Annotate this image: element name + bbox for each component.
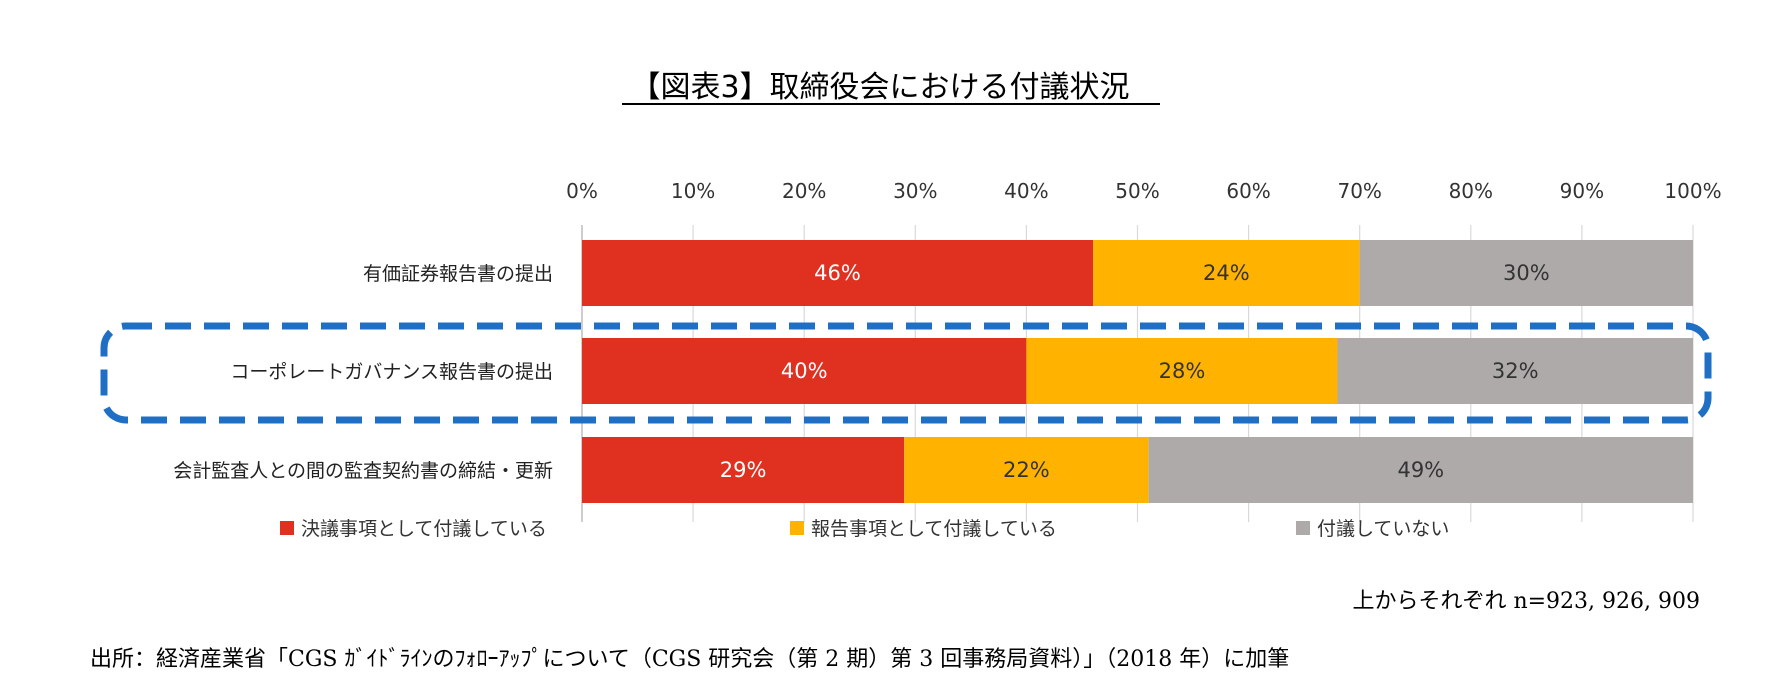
- bar-segment: [904, 437, 1149, 503]
- legend-label: 決議事項として付議している: [301, 518, 547, 540]
- x-tick-label: 60%: [1226, 179, 1270, 203]
- x-tick-label: 50%: [1115, 179, 1159, 203]
- bar-segment: [1093, 240, 1360, 306]
- bar-segment: [1359, 240, 1693, 306]
- highlight-box: [100, 322, 1712, 424]
- legend-swatch: [280, 521, 294, 535]
- category-label: 有価証券報告書の提出: [363, 263, 553, 285]
- bar-data-label: 28%: [1159, 359, 1206, 383]
- x-tick-label: 70%: [1337, 179, 1381, 203]
- x-tick-label: 80%: [1449, 179, 1493, 203]
- bar-data-label: 22%: [1003, 458, 1050, 482]
- x-tick-label: 20%: [782, 179, 826, 203]
- bar-segment: [1148, 437, 1693, 503]
- bar-segment: [1026, 338, 1338, 404]
- source-note: 出所：経済産業省「CGS ｶﾞｲﾄﾞﾗｲﾝのﾌｫﾛｰｱｯﾌﾟについて（CGS 研…: [90, 647, 1289, 672]
- legend-swatch: [790, 521, 804, 535]
- bar-segment: [582, 240, 1094, 306]
- x-tick-label: 90%: [1560, 179, 1604, 203]
- chart-title: 【図表3】取締役会における付議状況: [630, 70, 1129, 105]
- bar-data-label: 32%: [1492, 359, 1539, 383]
- category-label: 会計監査人との間の監査契約書の締結・更新: [173, 460, 553, 482]
- x-tick-label: 100%: [1664, 179, 1721, 203]
- legend-swatch: [1296, 521, 1310, 535]
- x-tick-label: 30%: [893, 179, 937, 203]
- bar-segment: [1337, 338, 1693, 404]
- bar-data-label: 30%: [1503, 261, 1550, 285]
- legend-label: 報告事項として付議している: [811, 518, 1057, 540]
- bar-data-label: 49%: [1397, 458, 1444, 482]
- bar-data-label: 46%: [814, 261, 861, 285]
- legend-label: 付議していない: [1317, 518, 1449, 540]
- bar-data-label: 24%: [1203, 261, 1250, 285]
- bar-data-label: 29%: [720, 458, 767, 482]
- bar-segment: [582, 437, 905, 503]
- sample-size-note: 上からそれぞれ n=923, 926, 909: [1352, 589, 1700, 614]
- x-tick-label: 40%: [1004, 179, 1048, 203]
- x-tick-label: 10%: [671, 179, 715, 203]
- bar-segment: [582, 338, 1027, 404]
- bar-data-label: 40%: [781, 359, 828, 383]
- category-label: コーポレートガバナンス報告書の提出: [230, 361, 553, 383]
- x-tick-label: 0%: [566, 179, 598, 203]
